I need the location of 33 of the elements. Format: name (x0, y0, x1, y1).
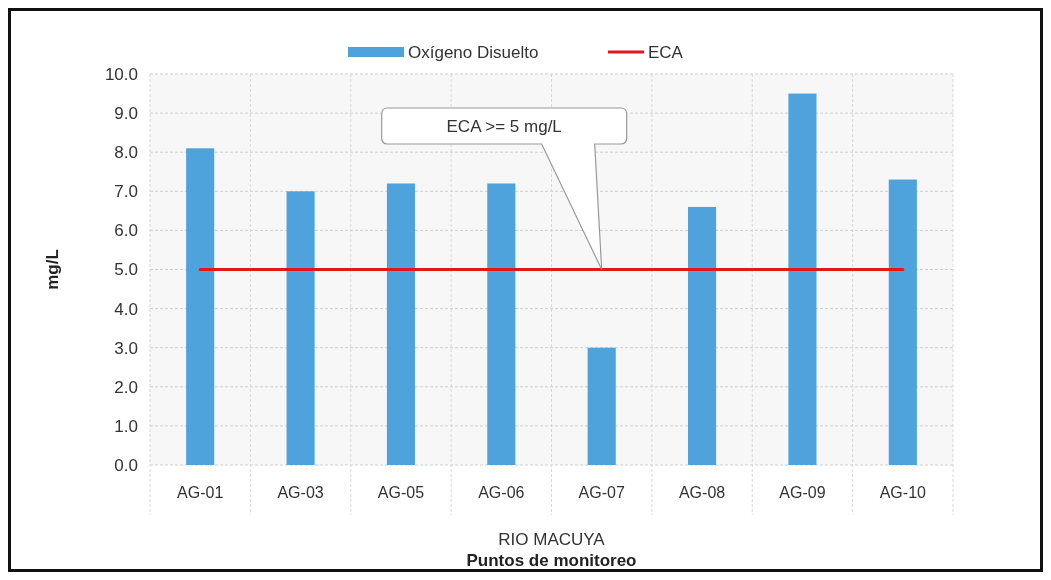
bar (386, 183, 415, 465)
x-tick-label: AG-03 (277, 484, 324, 501)
legend-label: Oxígeno Disuelto (408, 42, 539, 62)
x-tick-label: AG-08 (678, 484, 726, 501)
text: RIO MACUYA (498, 530, 606, 549)
bar (186, 148, 215, 465)
x-axis-title: Puntos de monitoreo (466, 551, 637, 570)
y-tick-label: 7.0 (114, 182, 138, 202)
x-tick-label: AG-05 (377, 484, 425, 501)
y-tick-label: 0.0 (114, 455, 138, 475)
y-tick-label: 9.0 (114, 104, 138, 124)
y-axis-title: mg/L (43, 249, 62, 290)
bar (587, 347, 616, 465)
bar (688, 206, 717, 465)
y-tick-label: 10.0 (104, 64, 138, 84)
x-tick-label: AG-09 (779, 484, 826, 501)
bar (888, 179, 917, 465)
annotation: ECA >= 5 mg/L (446, 116, 562, 136)
y-tick-label: 6.0 (114, 221, 138, 241)
y-tick-label: 3.0 (114, 338, 138, 358)
y-tick-label: 4.0 (114, 299, 138, 319)
y-tick-label: 2.0 (114, 377, 138, 397)
legend-label: ECA (648, 42, 684, 62)
bar (788, 93, 817, 465)
x-tick-label: AG-10 (879, 484, 927, 501)
y-tick-label: 5.0 (114, 260, 138, 280)
bar (487, 183, 516, 465)
y-tick-label: 1.0 (114, 416, 138, 436)
y-tick-label: 8.0 (114, 143, 138, 163)
x-tick-label: AG-06 (478, 484, 525, 501)
x-tick-label: AG-07 (578, 484, 625, 501)
bar (286, 191, 315, 465)
x-tick-label: AG-01 (177, 484, 224, 501)
